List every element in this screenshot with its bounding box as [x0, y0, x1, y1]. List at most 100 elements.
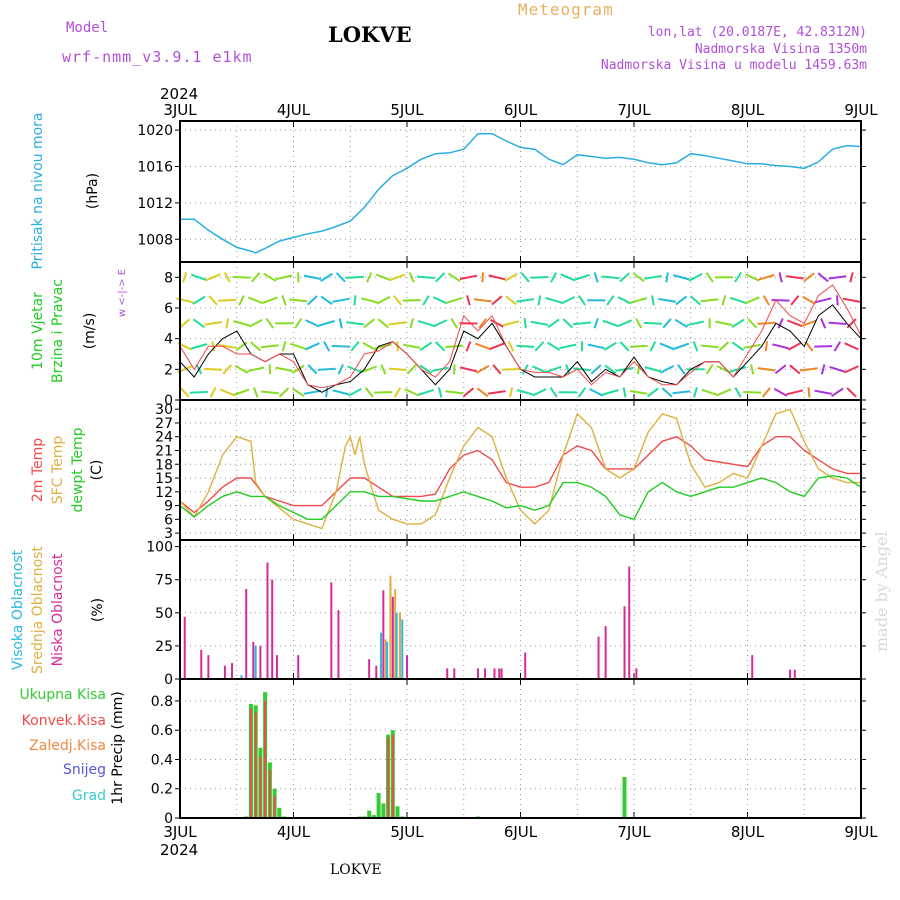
temperature-ytick-label: 30: [155, 402, 173, 418]
wind-arrow: [450, 318, 459, 329]
wind-arrow: [658, 298, 676, 303]
wind-arrow: [604, 364, 617, 375]
wind-arrow: [602, 389, 619, 396]
wind-arrow: [744, 296, 760, 305]
precip-legend-item: Ukupna Kisa: [19, 687, 106, 703]
wind-arrow: [205, 273, 221, 282]
wind-unit-label: (m/s): [82, 313, 98, 350]
wind-arrow: [820, 318, 827, 329]
wind-arrow: [225, 318, 230, 329]
wind-arrow: [208, 295, 218, 306]
wind-arrow: [417, 319, 435, 327]
sfc-temp-ylabel: SFC Temp: [50, 436, 66, 505]
total-rain-bar: [622, 777, 627, 818]
wind-arrow: [416, 275, 435, 279]
wind-arrow: [659, 342, 675, 351]
temperature-ytick-label: 6: [164, 512, 173, 528]
wind-arrow: [422, 295, 430, 306]
wind-arrow: [481, 272, 484, 283]
wind-arrow: [182, 272, 188, 283]
wind-arrow: [492, 364, 502, 375]
wind-arrow: [774, 364, 787, 375]
x-tick-label-bottom: 9JUL: [844, 823, 878, 841]
wind-arrow: [364, 387, 374, 398]
x-tick-label-top: 9JUL: [844, 101, 878, 119]
wind-arrow: [437, 387, 443, 398]
wind-arrow: [771, 299, 790, 302]
x-tick-label-top: 7JUL: [617, 101, 651, 119]
wind-arrow: [250, 272, 261, 283]
temperature-ytick-label: 3: [164, 526, 173, 542]
total-rain-bar: [381, 803, 386, 818]
pressure-ylabel: Pritisak na nivou mora: [30, 112, 46, 269]
wind-arrow: [222, 364, 232, 375]
convective-rain-bar: [387, 737, 390, 818]
x-tick-label-top: 6JUL: [504, 101, 538, 119]
cloud-ytick-label: 25: [155, 639, 173, 655]
wind-arrow: [547, 341, 561, 351]
watermark: made by Angel: [872, 531, 891, 652]
wind-arrow: [572, 367, 591, 372]
wind-arrow: [176, 297, 194, 304]
cloud-ytick-label: 75: [155, 573, 173, 589]
wind-arrow: [388, 367, 407, 371]
wind-arrow: [192, 318, 205, 329]
wind-arrow: [238, 295, 245, 306]
wind-arrow: [630, 297, 648, 304]
wind-arrow: [179, 387, 190, 398]
temperature-ytick-label: 18: [155, 457, 173, 473]
wind-arrow: [718, 341, 730, 352]
low-cloud-ylabel: Niska Oblacnost: [50, 553, 66, 666]
wind-arrow: [232, 275, 251, 279]
wind-arrow: [689, 295, 701, 306]
wind-ytick-label: 0: [164, 393, 173, 409]
wind-arrow: [802, 295, 816, 305]
wind-arrow: [817, 272, 829, 283]
wind-arrow: [520, 272, 530, 283]
wind-arrow: [662, 318, 672, 329]
pressure-ytick-label: 1008: [137, 232, 173, 248]
wind-arrow: [534, 341, 545, 352]
wind-arrow: [218, 344, 237, 349]
wind-arrow: [465, 341, 472, 352]
wind-arrow: [303, 274, 322, 280]
wind-arrow: [701, 388, 718, 396]
wind-arrow: [629, 344, 648, 348]
x-tick-label-top: 5JUL: [390, 101, 424, 119]
wind-arrow: [223, 272, 231, 283]
wind-arrow: [305, 319, 320, 328]
temp-2m-ylabel: 2m Temp: [30, 438, 46, 502]
wind-ylabel: 10m Vjetar: [30, 292, 46, 370]
wind-arrow: [320, 272, 334, 282]
wind-arrow: [432, 319, 448, 328]
wind-arrow: [432, 296, 448, 305]
temperature-ytick-label: 12: [155, 485, 173, 501]
wind-arrow: [646, 387, 659, 398]
temp-2m-line: [179, 435, 861, 514]
wind-arrow: [532, 388, 547, 397]
temperature-ytick-label: 27: [155, 416, 173, 432]
wind-arrow: [705, 364, 714, 375]
wind-arrow: [204, 321, 222, 326]
x-tick-label-bottom: 6JUL: [504, 823, 538, 841]
wind-arrow: [593, 272, 599, 283]
wind-arrow: [303, 389, 322, 395]
x-tick-label-top: 3JUL: [163, 101, 197, 119]
wind-arrow: [389, 273, 406, 282]
precip-legend-item: Grad: [72, 788, 106, 804]
wind-arrow: [603, 341, 617, 351]
wind-arrow: [346, 321, 364, 326]
wind-arrow: [804, 341, 814, 352]
wind-arrow: [842, 297, 861, 303]
wind-arrow-field: [176, 272, 861, 398]
dewpt-ylabel: dewpt Temp: [70, 427, 86, 512]
wind-arrow: [773, 387, 788, 397]
wind-arrow: [622, 387, 627, 398]
wind-arrow: [248, 319, 263, 328]
wind-arrow: [803, 272, 815, 283]
wind-arrow: [764, 341, 768, 352]
wind-arrow: [361, 365, 377, 374]
x-tick-label-top: 4JUL: [277, 101, 311, 119]
model-altitude-info: Nadmorska Visina u modelu 1459.63m: [600, 58, 867, 73]
wind-arrow: [516, 389, 534, 396]
